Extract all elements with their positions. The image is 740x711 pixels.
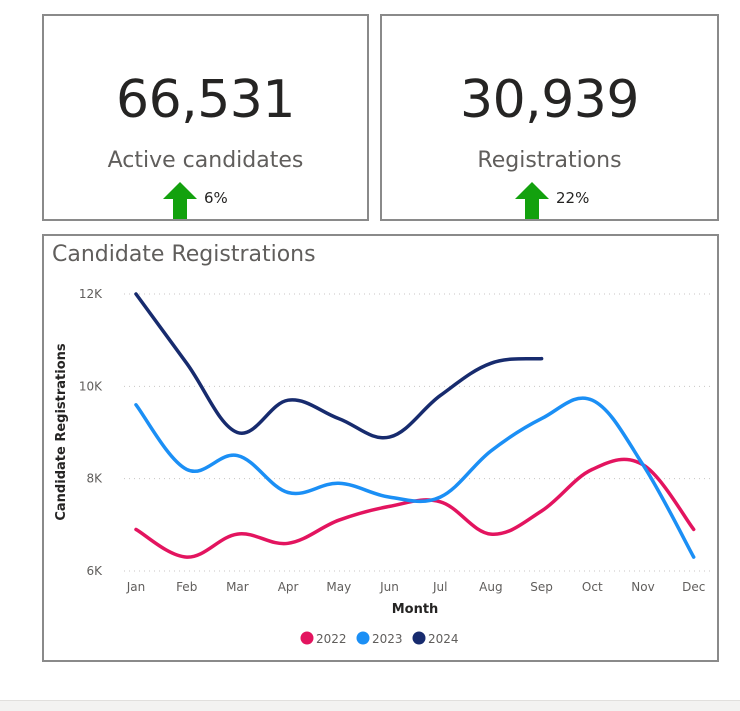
series-line-2022: [134, 457, 696, 559]
series-line-2024: [134, 292, 544, 440]
x-tick-label: Sep: [530, 580, 553, 594]
legend-label-2022: 2022: [316, 632, 347, 646]
x-tick-label: Apr: [278, 580, 299, 594]
kpi-card-active-candidates[interactable]: 66,531 Active candidates 6%: [42, 14, 369, 221]
y-axis-title: Candidate Registrations: [54, 343, 69, 521]
kpi-card-registrations[interactable]: 30,939 Registrations 22%: [380, 14, 719, 221]
x-tick-label: Jun: [379, 580, 399, 594]
arrow-up-icon: [515, 182, 549, 219]
kpi-value-registrations: 30,939: [460, 70, 639, 130]
y-tick-label: 6K: [86, 564, 103, 578]
legend-label-2024: 2024: [428, 632, 459, 646]
line-chart: 6K 8K 10K 12K Jan Feb Mar Apr May Jun Jul Aug Sep Oct…: [54, 287, 714, 646]
kpi-trend-registrations: 22%: [514, 181, 589, 219]
y-tick-label: 8K: [86, 472, 103, 486]
x-tick-label: Jul: [432, 580, 447, 594]
kpi-label-registrations: Registrations: [477, 148, 622, 173]
x-tick-label: Aug: [479, 580, 502, 594]
x-tick-label: Nov: [631, 580, 654, 594]
x-tick-label: Mar: [226, 580, 249, 594]
x-tick-label: Oct: [582, 580, 603, 594]
x-tick-label: Feb: [176, 580, 197, 594]
kpi-value-active-candidates: 66,531: [116, 70, 295, 130]
page-footer-bar: [0, 700, 740, 711]
kpi-trend-active-candidates: 6%: [162, 181, 228, 219]
legend-marker-2023: [356, 631, 370, 645]
x-tick-label: May: [326, 580, 351, 594]
y-tick-label: 12K: [79, 287, 103, 301]
arrow-up-icon: [163, 182, 197, 219]
x-axis-title: Month: [392, 602, 439, 617]
kpi-label-active-candidates: Active candidates: [107, 148, 304, 173]
x-tick-label: Jan: [126, 580, 146, 594]
x-tick-label: Dec: [682, 580, 705, 594]
legend-marker-2024: [412, 631, 426, 645]
y-tick-label: 10K: [79, 379, 103, 393]
kpi-trend-pct-active-candidates: 6%: [204, 189, 228, 207]
legend-marker-2022: [300, 631, 314, 645]
series-line-2023: [134, 396, 696, 559]
legend-label-2023: 2023: [372, 632, 403, 646]
chart-title: Candidate Registrations: [52, 242, 316, 267]
kpi-trend-pct-registrations: 22%: [556, 189, 590, 207]
chart-card-candidate-registrations[interactable]: 6K 8K 10K 12K Jan Feb Mar Apr May Jun Jul Aug Sep Oct…: [42, 234, 719, 662]
